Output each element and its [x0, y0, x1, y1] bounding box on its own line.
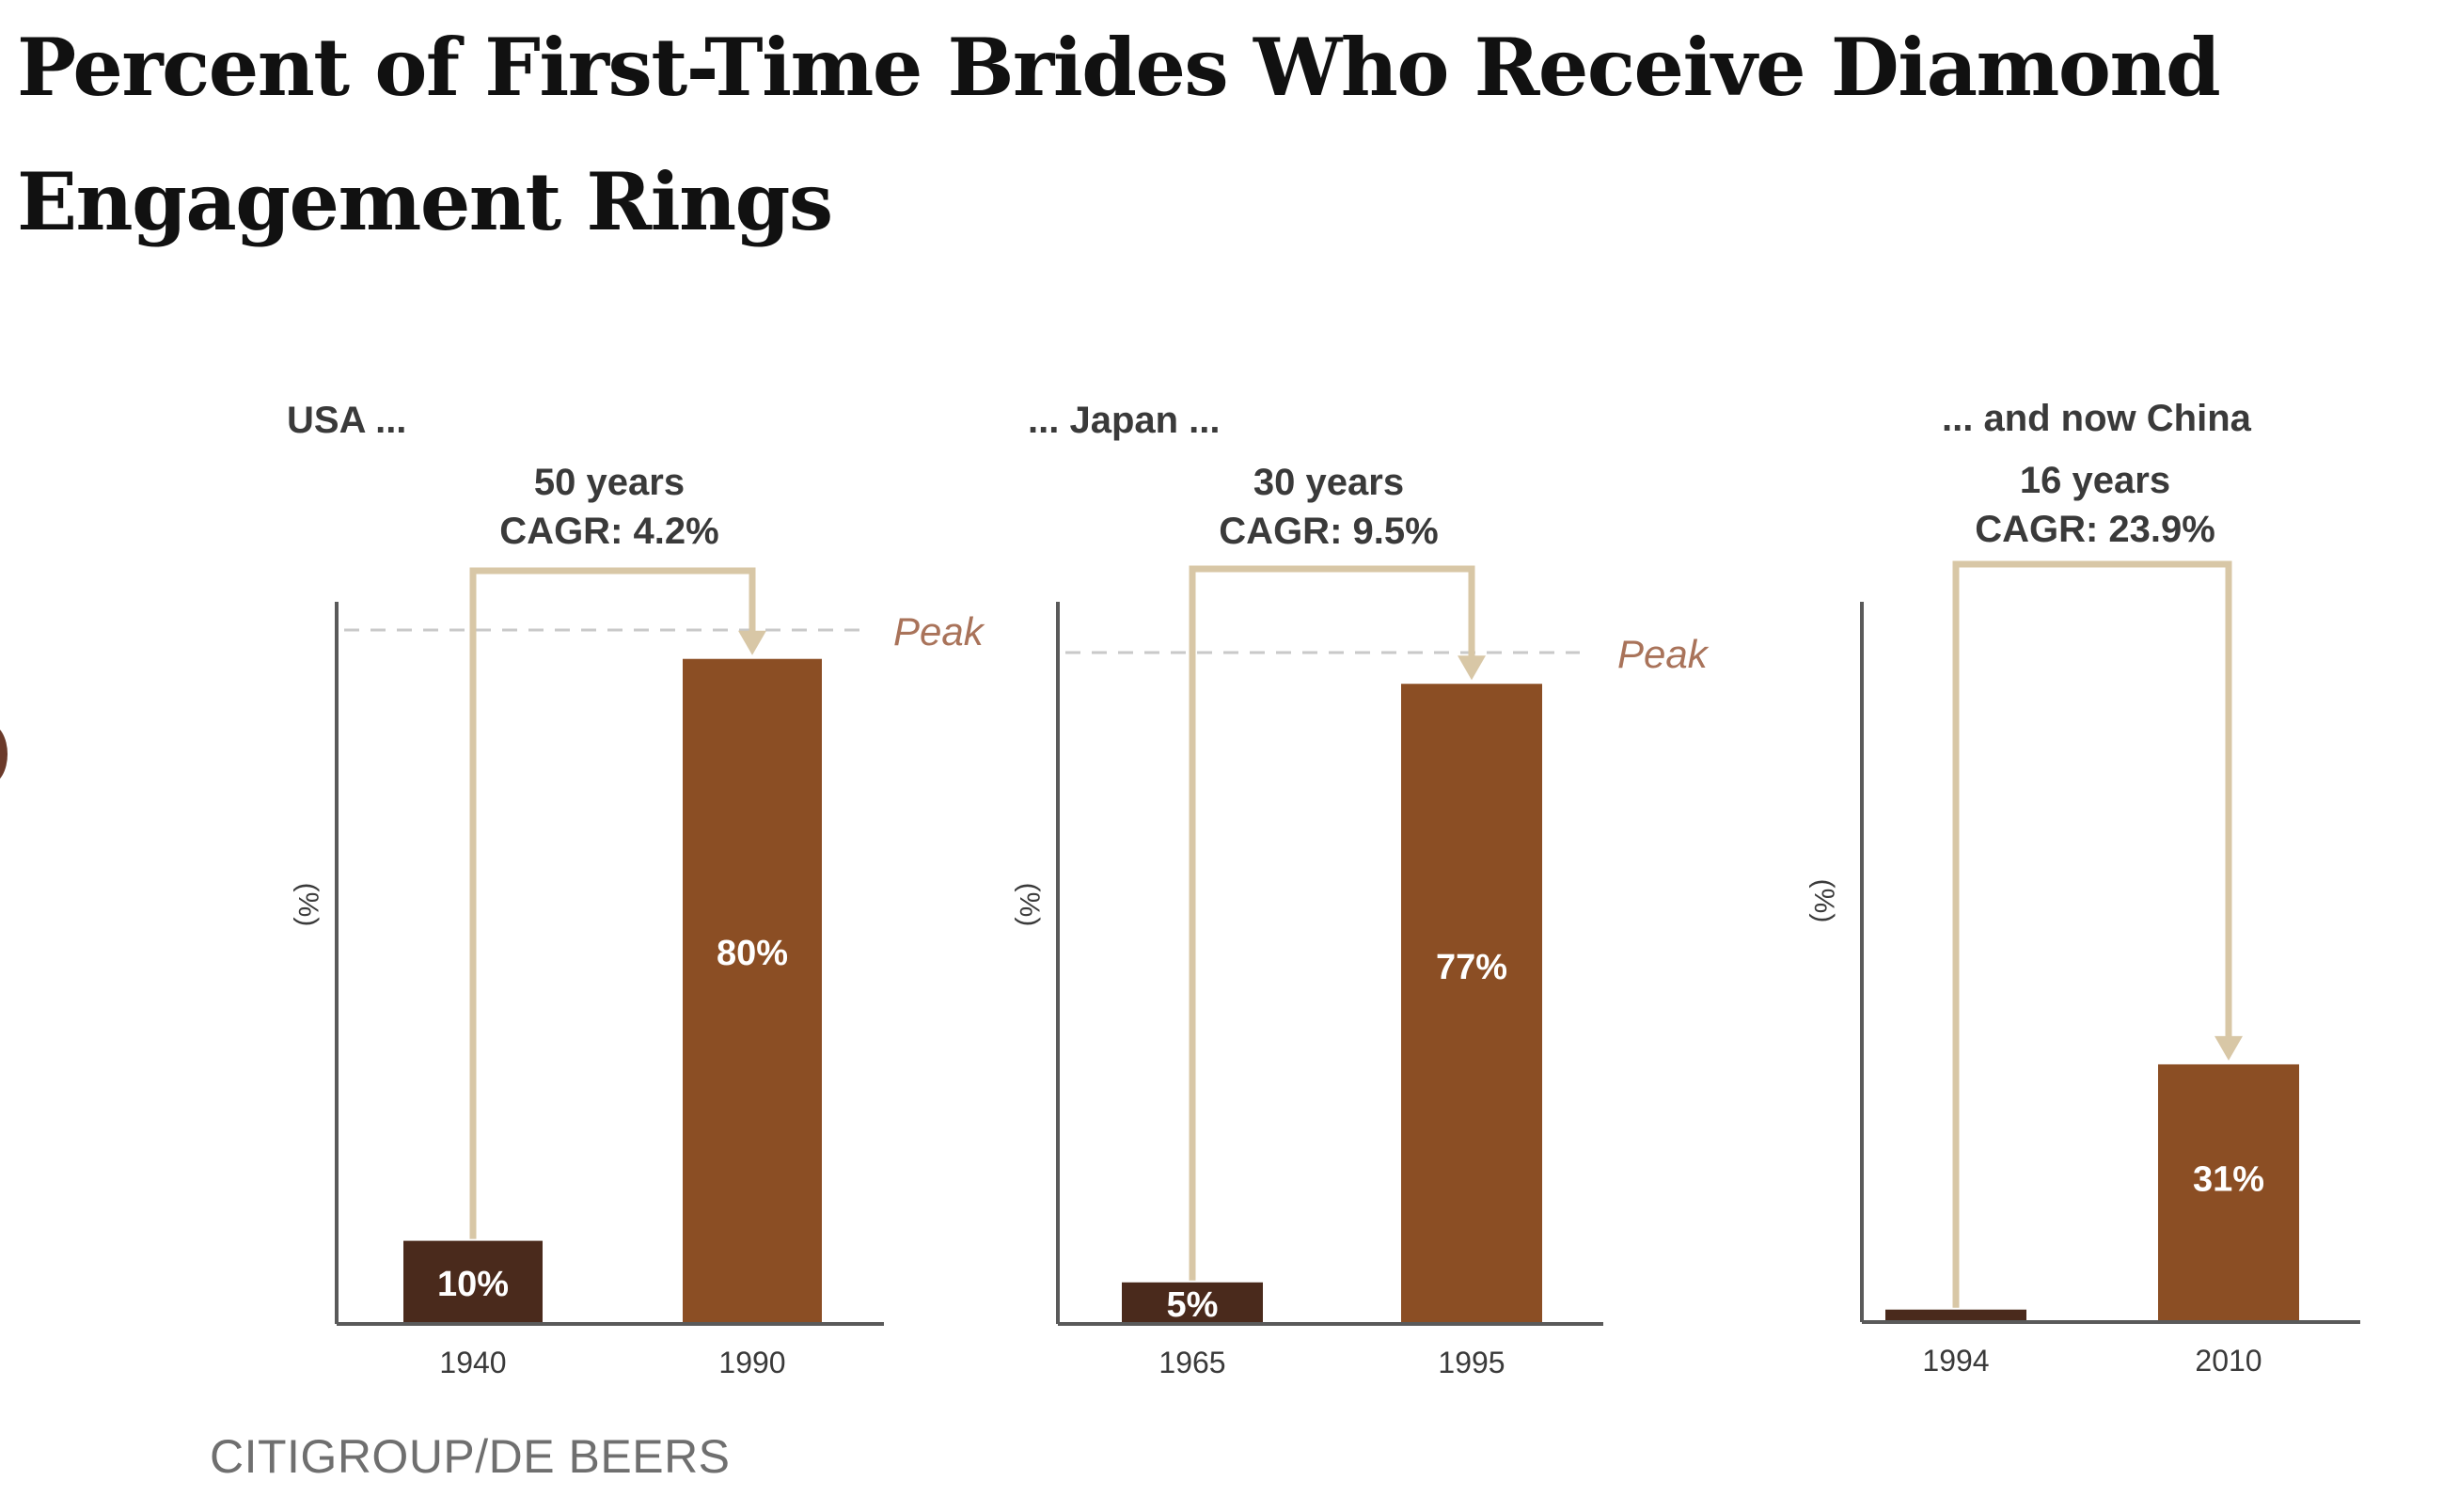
- panel-china-bar-2010: [2158, 1063, 2299, 1322]
- panel-usa-bar-1990: [683, 658, 822, 1324]
- panel-china-connector-arrowhead: [2214, 1035, 2243, 1061]
- panel-china-y-label: (%): [1808, 879, 1839, 923]
- panel-japan-peak-label: Peak: [1617, 632, 1710, 676]
- panel-japan-bar-1995: [1401, 684, 1542, 1324]
- panel-china-value-label-2010: 31%: [2193, 1160, 2264, 1200]
- panel-usa-connector-arrowhead: [738, 630, 766, 655]
- panel-japan-connector: [1189, 565, 1475, 1281]
- panel-usa-connector: [469, 567, 756, 1239]
- panel-usa-cagr-label: CAGR: 4.2%: [499, 511, 718, 552]
- panel-usa-span-label: 50 years: [534, 462, 685, 503]
- scroll-indicator: [0, 724, 8, 784]
- panel-usa-xtick-1990: 1990: [718, 1346, 785, 1379]
- panel-china-xtick-2010: 2010: [2195, 1344, 2262, 1378]
- panel-china-cagr-label: CAGR: 23.9%: [1975, 509, 2215, 550]
- source-credit: CITIGROUP/DE BEERS: [210, 1430, 731, 1483]
- panel-japan-connector-arrowhead: [1458, 655, 1486, 681]
- panel-usa-bar-1940: [403, 1240, 543, 1324]
- panel-japan-xtick-1965: 1965: [1158, 1346, 1225, 1379]
- panel-japan-region-label: ... Japan ...: [1028, 400, 1221, 441]
- panel-japan-value-label-1965: 5%: [1167, 1285, 1219, 1325]
- panel-usa-xtick-1940: 1940: [439, 1346, 506, 1379]
- panel-japan-cagr-label: CAGR: 9.5%: [1219, 511, 1438, 552]
- panel-japan-y-label: (%): [1014, 883, 1045, 927]
- panel-china-connector: [1952, 560, 2232, 1308]
- panel-china-region-label: ... and now China: [1942, 398, 2252, 439]
- chart-title: Percent of First-Time Brides Who Receive…: [17, 21, 2221, 248]
- panel-japan-value-label-1995: 77%: [1436, 948, 1507, 987]
- panel-usa-peak-label: Peak: [893, 609, 985, 654]
- panel-china-span-label: 16 years: [2020, 460, 2170, 501]
- panel-china-xtick-1994: 1994: [1922, 1344, 1989, 1378]
- panel-usa-y-label: (%): [292, 883, 323, 927]
- panel-japan-bar-1965: [1122, 1282, 1263, 1324]
- panel-usa-value-label-1940: 10%: [437, 1265, 509, 1304]
- panel-japan-xtick-1995: 1995: [1438, 1346, 1505, 1379]
- panel-usa-value-label-1990: 80%: [717, 934, 788, 973]
- panel-usa-region-label: USA ...: [287, 400, 406, 441]
- panel-japan-span-label: 30 years: [1253, 462, 1404, 503]
- panel-china-bar-1994: [1885, 1309, 2026, 1322]
